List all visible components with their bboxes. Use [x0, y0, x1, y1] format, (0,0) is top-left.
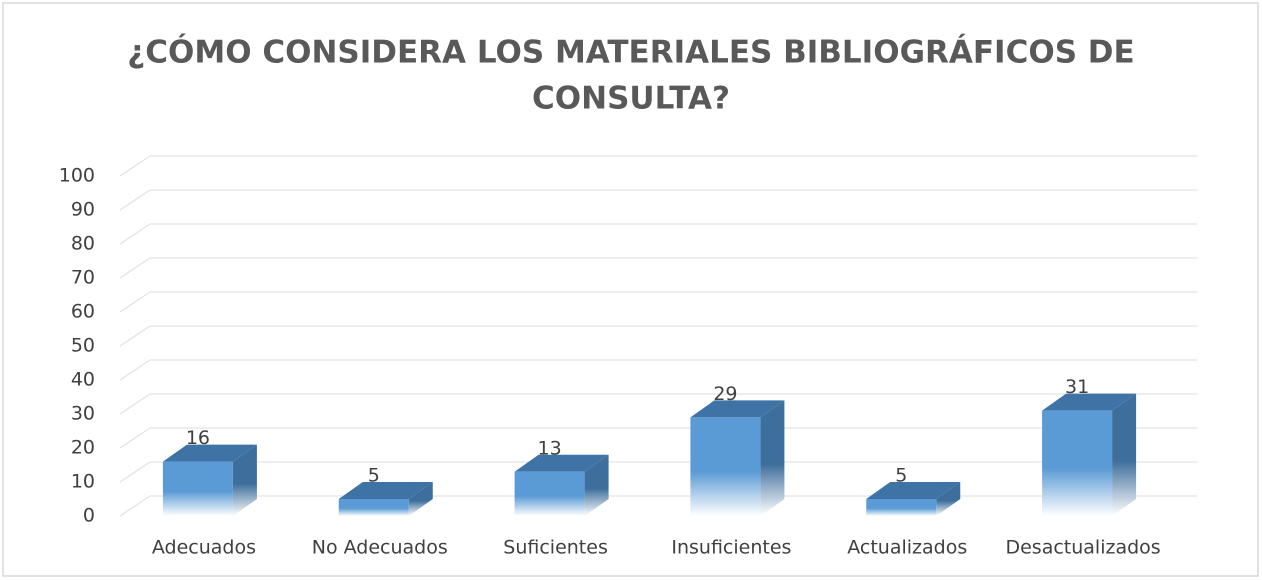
- x-tick-label: No Adecuados: [312, 537, 448, 559]
- bar: [514, 471, 585, 516]
- x-tick-label: Adecuados: [152, 537, 256, 559]
- value-label: 31: [1065, 376, 1089, 398]
- bar: [866, 499, 937, 516]
- chart-title: ¿CÓMO CONSIDERA LOS MATERIALES BIBLIOGRÁ…: [127, 34, 1134, 71]
- bar-side: [760, 400, 785, 516]
- chart-title: CONSULTA?: [532, 81, 730, 117]
- value-label: 16: [186, 427, 210, 449]
- bar-top: [162, 444, 257, 462]
- bar: [1042, 410, 1113, 516]
- grid-line: [119, 257, 151, 279]
- bar-side: [232, 444, 257, 516]
- y-tick-label: 100: [59, 165, 95, 187]
- bar-top: [338, 482, 433, 499]
- bar-top: [690, 400, 785, 418]
- y-tick-label: 10: [71, 471, 95, 493]
- y-tick-label: 30: [71, 403, 95, 425]
- y-tick-label: 60: [71, 301, 95, 323]
- grid-line: [119, 393, 151, 415]
- value-label: 5: [368, 465, 380, 487]
- bar-side: [408, 482, 433, 516]
- y-tick-label: 40: [71, 369, 95, 391]
- bar-top: [866, 482, 961, 499]
- grid-line: [119, 291, 151, 313]
- grid-line: [119, 495, 151, 517]
- x-tick-label: Actualizados: [847, 537, 967, 559]
- bar-side: [1112, 393, 1137, 516]
- y-tick-label: 90: [71, 199, 95, 221]
- value-label: 29: [713, 383, 737, 405]
- grid-line: [119, 189, 151, 211]
- bar-side: [584, 454, 609, 516]
- y-tick-label: 80: [71, 233, 95, 255]
- y-tick-label: 50: [71, 335, 95, 357]
- grid-line: [119, 325, 151, 347]
- grid-line: [119, 155, 151, 177]
- grid-line: [119, 359, 151, 381]
- bar-side: [936, 482, 961, 516]
- bar-top: [1042, 393, 1137, 411]
- value-label: 13: [537, 437, 561, 459]
- bar: [690, 417, 761, 516]
- grid-line: [119, 461, 151, 483]
- x-tick-label: Desactualizados: [1005, 537, 1160, 559]
- grid-line: [119, 427, 151, 449]
- x-tick-label: Insuficientes: [671, 537, 791, 559]
- x-tick-label: Suficientes: [503, 537, 608, 559]
- grid-line: [119, 223, 151, 245]
- y-tick-label: 70: [71, 267, 95, 289]
- y-tick-label: 20: [71, 437, 95, 459]
- y-tick-label: 0: [83, 505, 95, 527]
- bar-top: [514, 454, 609, 472]
- bar: [162, 461, 233, 516]
- bar: [338, 499, 409, 516]
- value-label: 5: [895, 465, 907, 487]
